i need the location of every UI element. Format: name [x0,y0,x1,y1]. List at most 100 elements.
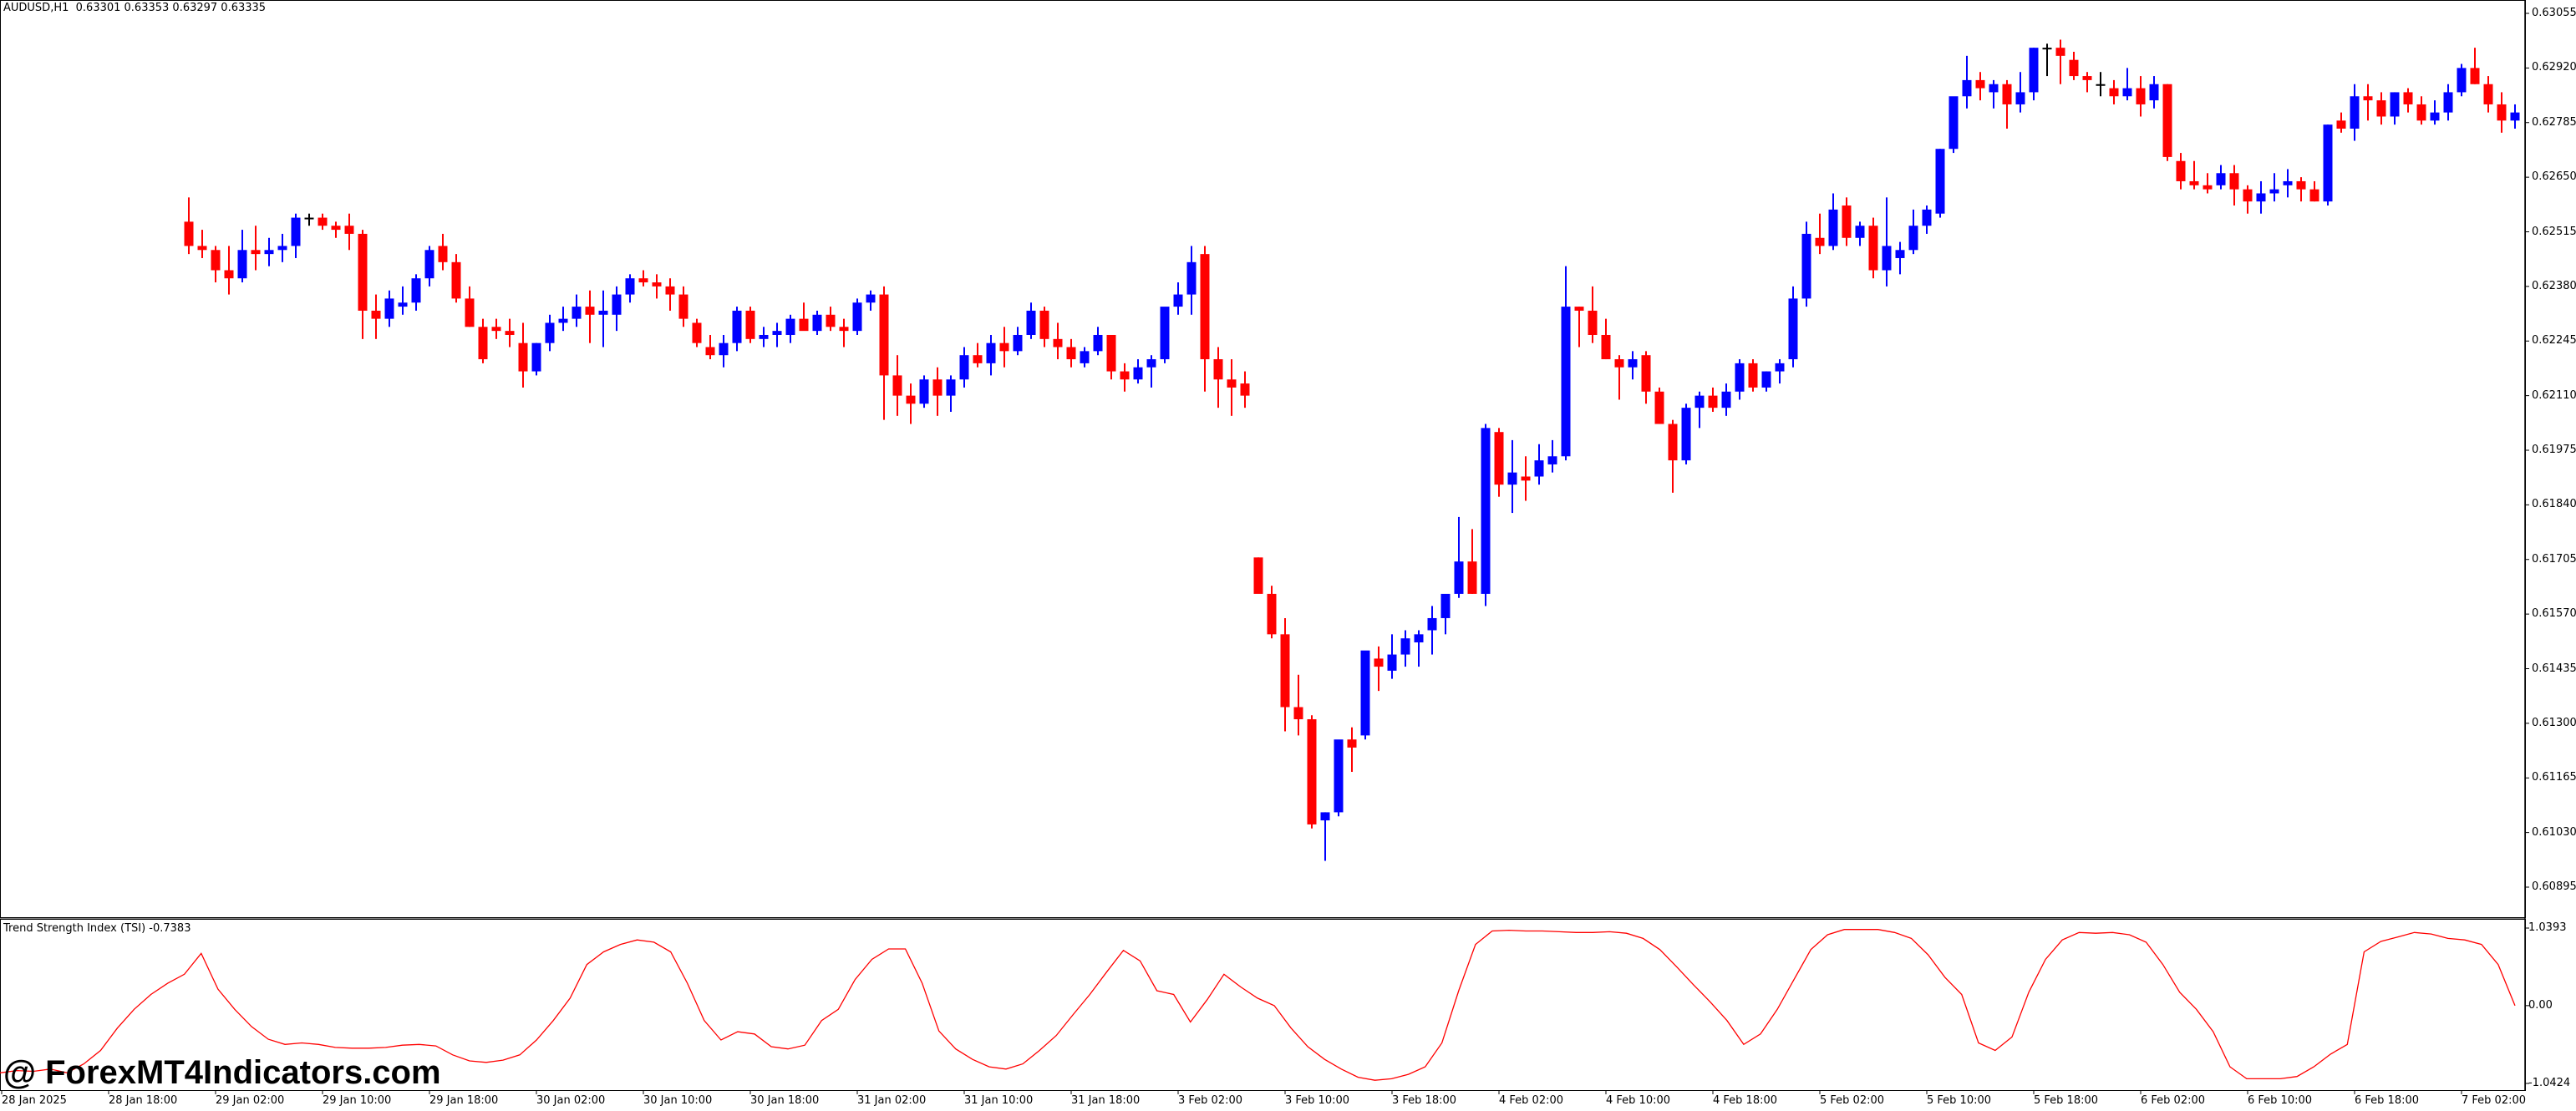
candle-body [2416,104,2426,121]
candle-body [1414,634,1424,643]
candle-body [732,310,742,343]
candle-body [358,233,368,311]
time-label: 31 Jan 10:00 [964,1094,1034,1107]
candle-body [237,250,247,279]
candle-body [1628,359,1638,368]
time-label: 4 Feb 18:00 [1713,1094,1778,1107]
candle-body [2216,173,2226,185]
candle-body [1093,334,1103,352]
price-label: 0.62650 [2532,170,2576,184]
candle-body [331,226,341,231]
time-label: 30 Jan 18:00 [750,1094,820,1107]
candle-body [1694,395,1705,408]
candle-body [1922,209,1932,226]
candle-body [2149,84,2159,101]
candle-body [1721,391,1731,408]
candle-body [398,302,408,307]
candle-body [1120,371,1130,380]
candle-body [1253,557,1263,594]
candle-body [1601,334,1611,360]
candle-body [1828,209,1838,246]
candle-body [277,246,287,251]
candle-body [1895,250,1905,258]
candle-body [785,318,795,335]
candle-body [184,221,194,246]
price-label: 0.61840 [2532,498,2576,511]
price-label: 0.61975 [2532,444,2576,456]
candle-body [1574,307,1584,311]
candle-body [224,270,234,279]
candle-body [1949,96,1959,150]
candle-body [2203,185,2213,190]
candle-body [2363,96,2373,101]
candle-body [1200,254,1210,360]
candle-body [2350,96,2360,129]
tsi-line [0,929,2516,1081]
candle-body [1654,391,1664,424]
candle-body [1146,359,1156,368]
candle-body [1053,338,1063,348]
candle-body [879,294,889,376]
main-panel-border [0,0,2526,918]
candle-body [2176,160,2186,181]
candle-body [799,318,809,332]
candle-body [384,298,394,319]
candle-body [973,355,983,363]
candle-body [906,395,916,404]
candle-body [1133,367,1143,380]
time-label: 28 Jan 2025 [2,1094,67,1107]
candle-body [2055,48,2065,56]
candle-body [1975,79,1985,89]
indicator-scale-label: 0.00 [2528,998,2553,1012]
candle-body [1534,460,1544,477]
candle-body [264,250,274,255]
candle-body [505,331,515,335]
candle-body [2042,48,2052,50]
time-label: 3 Feb 10:00 [1285,1094,1350,1107]
time-label: 30 Jan 02:00 [536,1094,606,1107]
price-label: 0.62380 [2532,279,2576,292]
candle-body [1842,205,1852,238]
candle-body [1815,237,1825,246]
candle-body [451,261,461,299]
candle-body [2122,88,2132,97]
candle-body [1748,363,1758,388]
price-label: 0.61570 [2532,607,2576,621]
price-label: 0.61705 [2532,552,2576,566]
candle-body [1320,812,1330,821]
candle-body [545,322,555,343]
candle-body [1494,432,1504,485]
candle-body [1761,371,1771,388]
candle-body [1026,310,1036,335]
candle-body [839,327,849,332]
candle-body [251,250,261,255]
candle-body [1561,307,1571,457]
time-label: 31 Jan 02:00 [857,1094,927,1107]
price-label: 0.62920 [2532,61,2576,74]
candle-body [1360,650,1370,736]
candle-body [411,278,421,303]
candle-body [1173,294,1183,307]
candle-body [919,379,929,404]
candle-body [1588,310,1598,335]
candle-body [1347,739,1357,748]
candle-body [2296,180,2306,190]
candle-body [518,342,528,372]
candle-body [371,310,381,319]
candle-body [1080,351,1090,363]
time-label: 30 Jan 10:00 [643,1094,713,1107]
candle-body [1039,310,1049,339]
candle-body [478,327,488,360]
candle-body [1788,298,1798,360]
time-label: 29 Jan 10:00 [323,1094,392,1107]
price-label: 0.62245 [2532,334,2576,348]
candle-body [598,310,608,315]
candle-body [812,314,822,332]
price-label: 0.61030 [2532,825,2576,839]
candle-body [465,298,475,327]
candle-body [491,327,501,332]
candle-body [2390,92,2400,117]
time-label: 4 Feb 02:00 [1499,1094,1564,1107]
